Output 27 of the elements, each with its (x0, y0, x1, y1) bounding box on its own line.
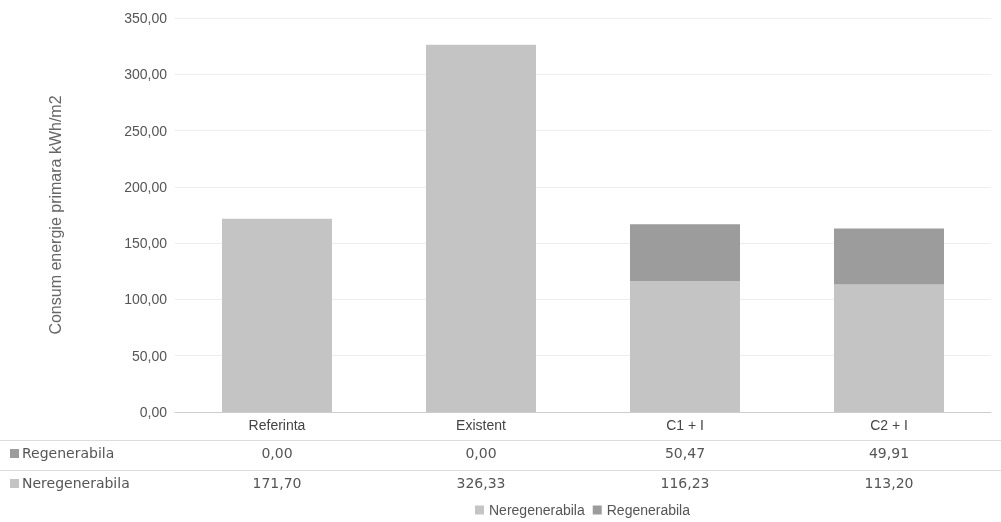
bar (630, 224, 740, 282)
data-label: 113,20 (864, 475, 914, 491)
y-axis-title: Consum energie primara kWh/m2 (46, 95, 64, 335)
data-label: 171,70 (252, 475, 302, 491)
data-label: 0,00 (465, 445, 497, 461)
x-tick-label: C1 + I (666, 417, 704, 433)
y-tick-label: 350,00 (124, 10, 168, 26)
y-tick-label: 150,00 (124, 235, 168, 252)
legend-label: Regenerabila (606, 502, 691, 518)
text: Neregenerabila (22, 475, 130, 491)
data-label: 0,00 (261, 445, 293, 461)
data-label: 49,91 (868, 445, 910, 461)
y-tick-label: 100,00 (124, 291, 168, 308)
data-label: 50,47 (664, 445, 706, 461)
y-tick-label: 200,00 (124, 178, 168, 195)
x-tick-label: Existent (456, 417, 506, 433)
bar (834, 228, 944, 285)
legend-label: Neregenerabila (489, 502, 585, 518)
data-label: 326,33 (456, 475, 506, 491)
y-tick-label: 0,00 (139, 404, 168, 420)
x-tick-label: Referinta (248, 417, 306, 433)
x-tick-label: C2 + I (870, 417, 908, 433)
y-tick-label: 50,00 (131, 347, 168, 364)
y-tick-label: 250,00 (124, 122, 168, 139)
text: Regenerabila (22, 445, 115, 461)
data-label: 116,23 (660, 475, 710, 491)
y-tick-label: 300,00 (124, 66, 168, 83)
